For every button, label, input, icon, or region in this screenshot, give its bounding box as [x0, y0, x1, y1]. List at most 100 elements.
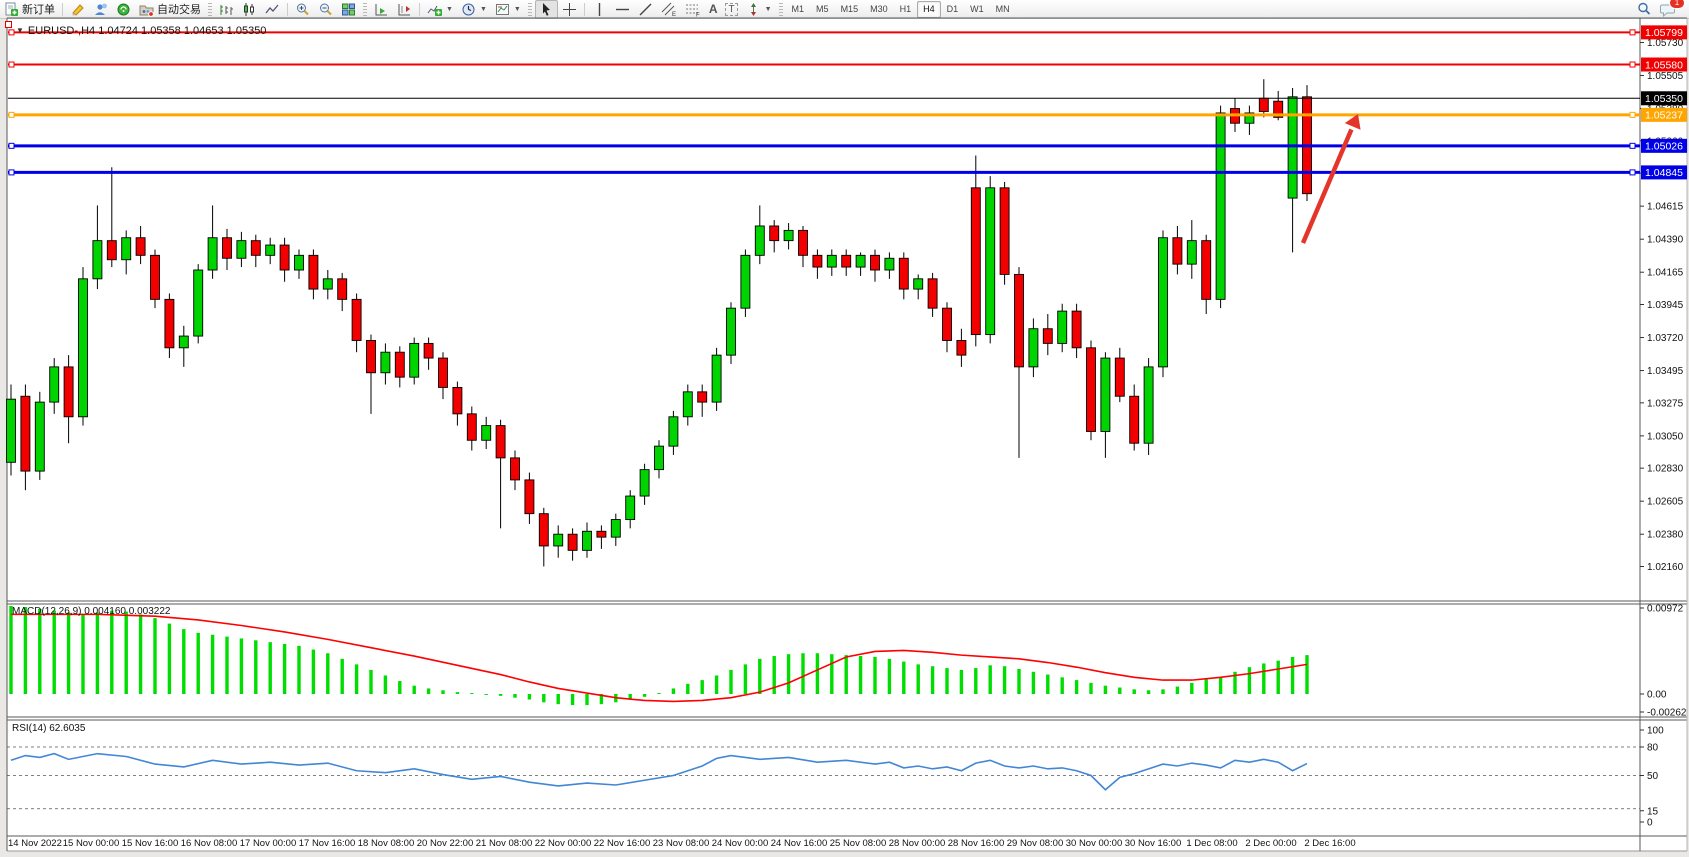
- svg-text:-0.00262: -0.00262: [1647, 708, 1687, 719]
- mql5-community-button[interactable]: [89, 0, 112, 19]
- timeframe-button-h1[interactable]: H1: [899, 3, 912, 14]
- text-button[interactable]: A: [705, 0, 722, 19]
- collapse-triangle-icon[interactable]: ▼: [16, 26, 24, 35]
- pane-frame: [6, 17, 1688, 852]
- chart-window[interactable]: [7, 19, 1687, 851]
- periods-button[interactable]: ▼: [457, 0, 491, 19]
- svg-text:1.03945: 1.03945: [1647, 300, 1684, 311]
- svg-text:1.02160: 1.02160: [1647, 562, 1684, 573]
- bar-chart-button[interactable]: [215, 0, 238, 19]
- label-icon: T: [725, 2, 738, 16]
- svg-text:1.02830: 1.02830: [1647, 464, 1684, 475]
- auto-scroll-button[interactable]: [370, 0, 393, 19]
- timeframe-button-h4[interactable]: H4: [917, 0, 941, 18]
- fibonacci-button[interactable]: F: [681, 0, 705, 19]
- cursor-icon: [542, 2, 550, 16]
- rsi-level-lines: [7, 746, 1640, 810]
- autotrading-button[interactable]: 自动交易: [135, 0, 205, 19]
- label-button[interactable]: T: [721, 0, 741, 19]
- svg-text:100: 100: [1647, 726, 1664, 737]
- indicators-icon: [427, 5, 442, 16]
- svg-text:1.05730: 1.05730: [1647, 38, 1684, 49]
- signals-button[interactable]: [112, 0, 135, 19]
- svg-text:50: 50: [1647, 771, 1659, 782]
- line-handle[interactable]: [5, 21, 12, 28]
- zoom-in-button[interactable]: [291, 0, 314, 19]
- periods-dropdown-caret[interactable]: ▼: [479, 5, 487, 13]
- metaeditor-button[interactable]: [66, 0, 89, 19]
- periods-clock-icon: [462, 3, 475, 15]
- svg-text:1.03720: 1.03720: [1647, 333, 1684, 344]
- channel-button[interactable]: E: [657, 0, 681, 19]
- svg-text:1.04165: 1.04165: [1647, 268, 1684, 279]
- channel-icon: E: [661, 2, 676, 17]
- tile-windows-icon: [342, 3, 355, 15]
- timeframe-button-w1[interactable]: W1: [970, 3, 984, 14]
- svg-text:18 Nov 08:00: 18 Nov 08:00: [358, 838, 415, 849]
- search-button[interactable]: [1632, 0, 1656, 19]
- auto-scroll-icon: [375, 3, 387, 15]
- indicators-dropdown-caret[interactable]: ▼: [446, 5, 453, 13]
- price-tag: 1.05350: [1641, 91, 1687, 106]
- svg-text:1.03495: 1.03495: [1647, 366, 1684, 377]
- timeframe-button-m5[interactable]: M5: [816, 3, 829, 14]
- indicators-button[interactable]: ▼: [423, 0, 457, 19]
- svg-text:28 Nov 16:00: 28 Nov 16:00: [948, 838, 1005, 849]
- chart-title-text: EURUSD-,H4 1.04724 1.05358 1.04653 1.053…: [27, 25, 267, 37]
- svg-text:1.05505: 1.05505: [1647, 71, 1684, 82]
- svg-text:1.04615: 1.04615: [1647, 202, 1684, 213]
- templates-icon: [495, 3, 509, 15]
- svg-text:0.00: 0.00: [1647, 690, 1667, 701]
- svg-text:17 Nov 00:00: 17 Nov 00:00: [240, 838, 297, 849]
- svg-text:20 Nov 22:00: 20 Nov 22:00: [417, 838, 474, 849]
- rsi-indicator-label: RSI(14) 62.6035: [12, 723, 86, 734]
- svg-text:1.02605: 1.02605: [1647, 497, 1684, 508]
- svg-text:15 Nov 16:00: 15 Nov 16:00: [122, 838, 179, 849]
- chart-shift-icon: [398, 3, 410, 15]
- notifications-button[interactable]: 1: [1656, 0, 1685, 19]
- svg-text:30 Nov 16:00: 30 Nov 16:00: [1125, 838, 1182, 849]
- tile-windows-button[interactable]: [337, 0, 360, 19]
- svg-text:1.03050: 1.03050: [1647, 431, 1684, 442]
- timeframe-button-m15[interactable]: M15: [840, 3, 859, 14]
- time-axis[interactable]: 14 Nov 2022 15 Nov 00:00 15 Nov 16:00 16 No…: [8, 838, 1356, 849]
- trendline-button[interactable]: [634, 0, 657, 19]
- timeframe-button-d1[interactable]: D1: [946, 3, 959, 14]
- timeframe-button-mn[interactable]: MN: [995, 3, 1010, 14]
- vertical-line-button[interactable]: [588, 0, 611, 19]
- search-icon: [1638, 2, 1651, 15]
- arrows-dropdown-caret[interactable]: ▼: [764, 5, 772, 13]
- notification-badge: 1: [1669, 0, 1685, 9]
- mql5-community-icon: [95, 3, 107, 15]
- horizontal-line-button[interactable]: [611, 0, 634, 19]
- horizontal-price-lines[interactable]: [8, 29, 1640, 176]
- templates-button[interactable]: ▼: [491, 0, 525, 19]
- candlestick-chart-button[interactable]: [238, 0, 261, 19]
- svg-text:1.05026: 1.05026: [1645, 141, 1683, 153]
- svg-text:21 Nov 08:00: 21 Nov 08:00: [476, 838, 533, 849]
- price-line-tags: 1.05799 1.05580 1.05350 1.05237 1.05026 1.048…: [1641, 25, 1687, 180]
- crosshair-button[interactable]: [558, 0, 581, 19]
- arrows-icon: [750, 2, 756, 16]
- svg-text:1.05799: 1.05799: [1645, 27, 1683, 39]
- zoom-out-button[interactable]: [314, 0, 337, 19]
- arrows-button[interactable]: ▼: [742, 0, 776, 19]
- trendline-icon: [639, 3, 652, 15]
- macd-indicator-label: MACD(12,26,9) 0.004160 0.003222: [12, 606, 171, 617]
- line-chart-icon: [265, 4, 279, 13]
- svg-text:28 Nov 00:00: 28 Nov 00:00: [889, 838, 946, 849]
- rsi-line: [10, 752, 1308, 791]
- timeframe-button-m30[interactable]: M30: [870, 3, 888, 14]
- trend-arrow[interactable]: [1300, 114, 1361, 244]
- line-chart-button[interactable]: [261, 0, 284, 19]
- new-order-button[interactable]: 新订单: [0, 0, 59, 19]
- timeframe-button-m1[interactable]: M1: [791, 3, 805, 14]
- svg-text:24 Nov 16:00: 24 Nov 16:00: [771, 838, 828, 849]
- svg-text:80: 80: [1647, 743, 1659, 754]
- templates-dropdown-caret[interactable]: ▼: [513, 5, 521, 13]
- chart-shift-button[interactable]: [393, 0, 416, 19]
- autotrading-label: 自动交易: [157, 4, 201, 16]
- svg-text:2 Dec 00:00: 2 Dec 00:00: [1245, 838, 1296, 849]
- price-scale[interactable]: 1.057301.055051.052801.050601.048401.046…: [1640, 38, 1687, 829]
